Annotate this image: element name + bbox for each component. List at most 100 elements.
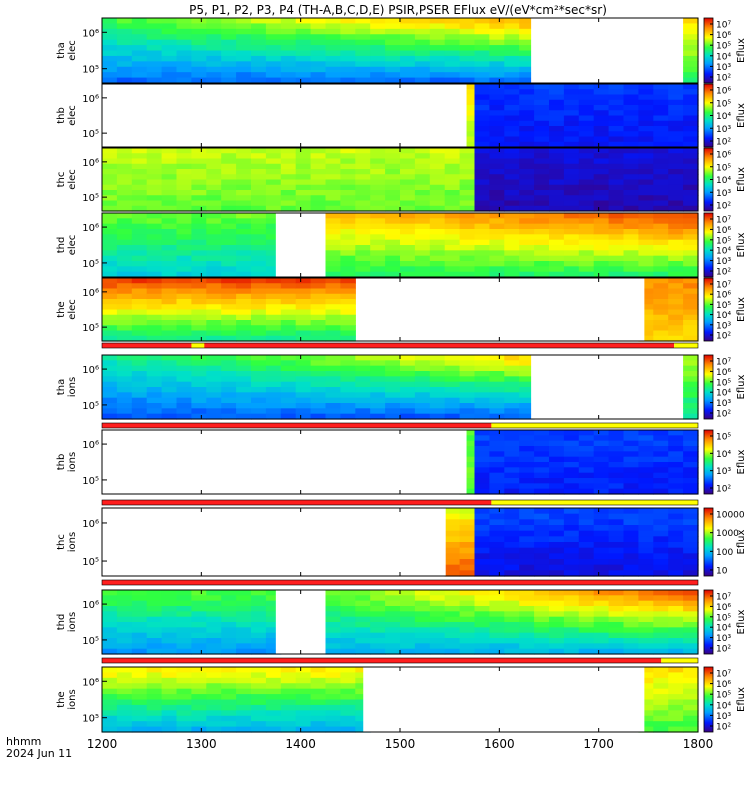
heatmap-cell (519, 376, 535, 383)
heatmap-cell (131, 672, 148, 679)
heatmap-cell (265, 18, 282, 25)
heatmap-cell (593, 430, 610, 436)
heatmap-cell (370, 169, 386, 175)
heatmap-cell (355, 153, 371, 160)
heatmap-cell (146, 309, 163, 316)
heatmap-cell (265, 163, 282, 170)
heatmap-cell (221, 683, 237, 690)
heatmap-cell (474, 643, 490, 650)
heatmap-cell (325, 23, 341, 30)
heatmap-cell (221, 200, 237, 207)
heatmap-cell (191, 381, 207, 388)
heatmap-cell (280, 677, 297, 684)
heatmap-cell (474, 472, 490, 479)
heatmap-cell (340, 694, 356, 701)
heatmap-cell (474, 371, 490, 377)
heatmap-cell (608, 488, 625, 495)
heatmap-cell (504, 564, 520, 571)
heatmap-cell (265, 611, 282, 618)
heatmap-cell (489, 174, 505, 181)
heatmap-cell (474, 632, 490, 639)
heatmap-cell (176, 355, 192, 361)
heatmap-cell (206, 606, 222, 612)
heatmap-cell (489, 234, 505, 241)
heatmap-cell (474, 451, 490, 458)
heatmap-cell (251, 163, 267, 170)
colorbar-label: Eflux (736, 687, 747, 712)
heatmap-cell (623, 559, 639, 566)
heatmap-cell (265, 77, 282, 84)
heatmap-cell (325, 205, 341, 212)
heatmap-cell (310, 23, 327, 30)
heatmap-cell (221, 627, 237, 634)
heatmap-cell (459, 261, 476, 267)
heatmap-cell (116, 169, 133, 175)
heatmap-cell (340, 72, 356, 79)
heatmap-cell (191, 169, 207, 175)
heatmap-cell (385, 28, 401, 35)
heatmap-cell (578, 218, 595, 225)
heatmap-cell (265, 325, 282, 332)
heatmap-cell (206, 283, 222, 290)
heatmap-cell (623, 131, 639, 138)
heatmap-cell (653, 229, 669, 235)
heatmap-cell (176, 271, 192, 278)
colorbar-tick-label: 10 (716, 567, 728, 577)
heatmap-cell (176, 299, 192, 305)
heatmap-cell (653, 271, 669, 278)
heatmap-cell (683, 365, 699, 372)
heatmap-cell (638, 595, 654, 602)
heatmap-cell (578, 195, 595, 202)
heatmap-cell (459, 559, 476, 566)
heatmap-cell (683, 643, 699, 650)
heatmap-cell (504, 467, 520, 474)
heatmap-cell (191, 34, 207, 41)
heatmap-cell (325, 643, 341, 650)
heatmap-cell (310, 365, 327, 372)
heatmap-cell (310, 360, 327, 367)
heatmap-cell (251, 271, 267, 278)
heatmap-cell (370, 77, 386, 84)
heatmap-cell (385, 408, 401, 415)
heatmap-cell (444, 195, 461, 202)
heatmap-cell (236, 376, 252, 383)
heatmap-cell (653, 179, 669, 186)
heatmap-cell (489, 158, 505, 165)
heatmap-cell (668, 223, 684, 230)
heatmap-cell (280, 413, 297, 420)
heatmap-cell (206, 218, 222, 225)
heatmap-cell (191, 387, 207, 393)
heatmap-cell (489, 23, 505, 30)
heatmap-cell (668, 200, 684, 207)
heatmap-cell (355, 28, 371, 35)
heatmap-cell (400, 616, 416, 623)
heatmap-cell (146, 699, 163, 706)
heatmap-cell (221, 261, 237, 267)
heatmap-cell (251, 255, 267, 262)
heatmap-cell (102, 266, 118, 273)
heatmap-cell (191, 179, 207, 186)
heatmap-cell (236, 195, 252, 202)
heatmap-cell (370, 606, 386, 612)
heatmap-cell (459, 525, 476, 532)
heatmap-cell (653, 478, 669, 484)
heatmap-cell (623, 120, 639, 127)
heatmap-cell (102, 158, 118, 165)
heatmap-cell (131, 278, 148, 284)
heatmap-cell (176, 72, 192, 79)
heatmap-cell (280, 174, 297, 181)
heatmap-cell (340, 611, 356, 618)
colorbar-tick-label: 10⁷ (716, 593, 731, 603)
heatmap-cell (534, 153, 550, 160)
heatmap-cell (623, 595, 639, 602)
heatmap-cell (668, 530, 684, 537)
heatmap-cell (176, 304, 192, 311)
heatmap-cell (504, 105, 520, 111)
heatmap-cell (519, 136, 535, 143)
heatmap-cell (131, 320, 148, 326)
heatmap-cell (221, 283, 237, 290)
heatmap-cell (295, 153, 312, 160)
heatmap-cell (206, 403, 222, 409)
heatmap-cell (102, 314, 118, 321)
heatmap-cell (251, 710, 267, 717)
